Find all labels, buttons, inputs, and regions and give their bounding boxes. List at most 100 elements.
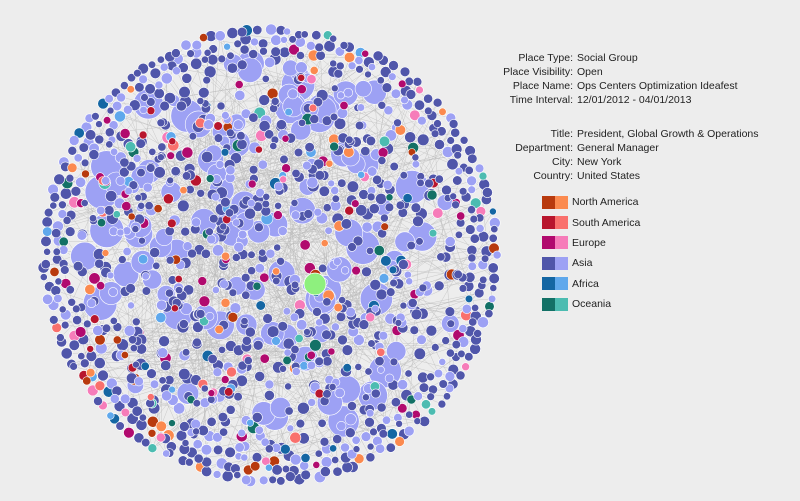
graph-node[interactable] (458, 284, 468, 293)
graph-node[interactable] (251, 452, 263, 463)
graph-node[interactable] (344, 413, 357, 426)
graph-node[interactable] (394, 319, 403, 327)
graph-node[interactable] (147, 60, 157, 69)
graph-node[interactable] (458, 187, 468, 196)
graph-node[interactable] (226, 128, 235, 138)
graph-node[interactable] (42, 226, 53, 237)
graph-node[interactable] (262, 313, 273, 324)
graph-node[interactable] (220, 197, 231, 208)
graph-node[interactable] (343, 51, 356, 64)
graph-node[interactable] (295, 61, 308, 74)
graph-node[interactable] (115, 175, 126, 186)
graph-node[interactable] (152, 261, 161, 270)
graph-node[interactable] (157, 347, 169, 359)
graph-node[interactable] (266, 325, 280, 338)
graph-node[interactable] (286, 424, 295, 433)
graph-node[interactable] (467, 153, 478, 164)
graph-node[interactable] (40, 235, 52, 247)
graph-node[interactable] (185, 457, 194, 467)
graph-node[interactable] (342, 363, 352, 373)
graph-node[interactable] (104, 94, 114, 104)
graph-node[interactable] (291, 366, 301, 376)
graph-node[interactable] (127, 73, 137, 83)
graph-node[interactable] (283, 348, 292, 357)
graph-node[interactable] (355, 204, 368, 217)
graph-node[interactable] (453, 151, 462, 160)
graph-node[interactable] (276, 256, 285, 266)
graph-node[interactable] (180, 226, 190, 237)
graph-node[interactable] (196, 97, 205, 105)
graph-node[interactable] (444, 371, 456, 382)
graph-node[interactable] (239, 44, 250, 55)
graph-node[interactable] (467, 261, 477, 271)
graph-node[interactable] (192, 427, 200, 436)
graph-node[interactable] (224, 387, 234, 397)
graph-node[interactable] (441, 336, 451, 345)
graph-node[interactable] (329, 141, 339, 152)
graph-node[interactable] (161, 390, 173, 402)
graph-node[interactable] (113, 400, 126, 413)
graph-node[interactable] (203, 119, 214, 130)
graph-node[interactable] (162, 193, 174, 205)
graph-node[interactable] (345, 135, 354, 145)
graph-node[interactable] (433, 368, 444, 379)
graph-node[interactable] (88, 149, 100, 160)
graph-node[interactable] (64, 226, 76, 237)
graph-node[interactable] (272, 276, 281, 286)
graph-node[interactable] (417, 115, 427, 126)
graph-node[interactable] (109, 393, 120, 404)
graph-node[interactable] (377, 101, 387, 110)
graph-node[interactable] (329, 34, 338, 43)
graph-node[interactable] (205, 174, 215, 183)
graph-node[interactable] (364, 70, 372, 79)
graph-node[interactable] (467, 205, 476, 215)
graph-node[interactable] (261, 199, 270, 209)
graph-node[interactable] (106, 106, 115, 115)
graph-node[interactable] (355, 120, 365, 131)
graph-node[interactable] (365, 452, 376, 463)
graph-node[interactable] (53, 173, 66, 186)
graph-node[interactable] (384, 373, 395, 383)
graph-node[interactable] (159, 100, 170, 112)
graph-node[interactable] (313, 207, 323, 217)
graph-node[interactable] (271, 464, 283, 476)
graph-node[interactable] (127, 212, 136, 221)
graph-node[interactable] (297, 401, 310, 415)
graph-node[interactable] (351, 435, 361, 445)
graph-node[interactable] (49, 192, 60, 203)
graph-node[interactable] (147, 443, 158, 454)
graph-node[interactable] (164, 288, 174, 298)
graph-node[interactable] (155, 420, 167, 432)
graph-node[interactable] (368, 203, 380, 215)
graph-node[interactable] (95, 120, 103, 128)
graph-node[interactable] (76, 230, 88, 241)
graph-node[interactable] (207, 353, 218, 364)
graph-node[interactable] (153, 166, 166, 179)
graph-node[interactable] (357, 170, 366, 179)
graph-node[interactable] (115, 421, 125, 431)
graph-node[interactable] (423, 93, 433, 104)
graph-node[interactable] (320, 239, 329, 248)
graph-node[interactable] (131, 405, 143, 417)
graph-node[interactable] (104, 127, 115, 138)
graph-node[interactable] (330, 84, 339, 93)
graph-node[interactable] (192, 399, 201, 408)
graph-node[interactable] (84, 283, 96, 295)
graph-node[interactable] (299, 239, 311, 251)
graph-node[interactable] (186, 49, 195, 58)
graph-node[interactable] (264, 129, 275, 140)
graph-node[interactable] (322, 203, 332, 213)
graph-node[interactable] (365, 312, 376, 323)
graph-node[interactable] (65, 285, 75, 295)
graph-node[interactable] (156, 432, 166, 443)
graph-node[interactable] (62, 215, 72, 225)
graph-node[interactable] (383, 105, 394, 116)
graph-node[interactable] (378, 331, 389, 341)
graph-node[interactable] (42, 293, 54, 305)
graph-node[interactable] (216, 101, 226, 111)
graph-node[interactable] (236, 26, 248, 38)
graph-node[interactable] (259, 46, 268, 56)
graph-node[interactable] (157, 142, 167, 152)
graph-node[interactable] (376, 365, 385, 374)
graph-node[interactable] (488, 272, 500, 285)
